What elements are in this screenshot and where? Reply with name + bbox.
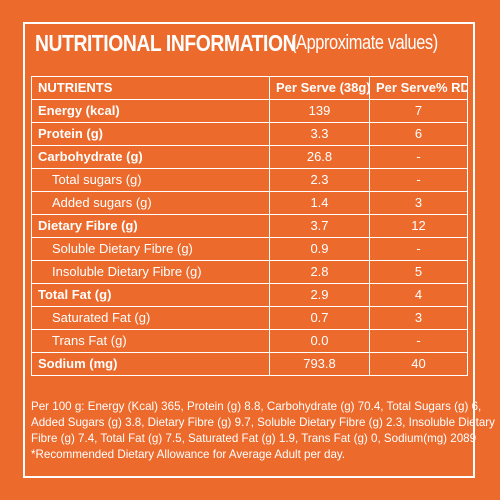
table-row: Soluble Dietary Fibre (g) 0.9- — [31, 237, 468, 261]
header-rda: Per Serve% RDA* — [369, 76, 468, 100]
title-main: NUTRITIONAL INFORMATION — [35, 30, 297, 56]
footnote-line: Added Sugars (g) 3.8, Dietary Fibre (g) … — [31, 416, 495, 429]
footnote-line: Per 100 g: Energy (Kcal) 365, Protein (g… — [31, 400, 482, 413]
rda-value: 6 — [369, 122, 468, 146]
nutrition-table: NUTRIENTS Per Serve (38g) Per Serve% RDA… — [31, 76, 468, 376]
table-row: Trans Fat (g) 0.0- — [31, 329, 468, 353]
rda-value: 7 — [369, 99, 468, 123]
per-serve-value: 0.7 — [269, 306, 370, 330]
title-subtitle: (Approximate values) — [291, 32, 438, 54]
per-serve-value: 0.0 — [269, 329, 370, 353]
per-serve-value: 139 — [269, 99, 370, 123]
rda-value: - — [369, 237, 468, 261]
table-row: Total sugars (g) 2.3- — [31, 168, 468, 192]
nutrient-name: Trans Fat (g) — [31, 329, 270, 353]
table-row: Protein (g) 3.3 6 — [31, 122, 468, 146]
footnote: Per 100 g: Energy (Kcal) 365, Protein (g… — [31, 399, 495, 463]
rda-value: 3 — [369, 191, 468, 215]
rda-value: - — [369, 145, 468, 169]
per-serve-value: 2.3 — [269, 168, 370, 192]
per-serve-value: 2.9 — [269, 283, 370, 307]
per-serve-value: 3.3 — [269, 122, 370, 146]
table-row: Carbohydrate (g) 26.8- — [31, 145, 468, 169]
table-row: Dietary Fibre (g) 3.7 12 — [31, 214, 468, 238]
per-serve-value: 2.8 — [269, 260, 370, 284]
rda-value: 40 — [369, 352, 468, 376]
rda-value: 4 — [369, 283, 468, 307]
nutrient-name: Dietary Fibre (g) — [31, 214, 270, 238]
nutrient-name: Insoluble Dietary Fibre (g) — [31, 260, 270, 284]
footnote-rda-note: *Recommended Dietary Allowance for Avera… — [31, 448, 346, 461]
nutrient-name: Carbohydrate (g) — [31, 145, 270, 169]
nutrient-name: Saturated Fat (g) — [31, 306, 270, 330]
footnote-line: Fibre (g) 7.4, Total Fat (g) 7.5, Satura… — [31, 432, 477, 445]
per-serve-value: 3.7 — [269, 214, 370, 238]
nutrient-name: Total Fat (g) — [31, 283, 270, 307]
nutrient-name: Sodium (mg) — [31, 352, 270, 376]
nutrient-name: Energy (kcal) — [31, 99, 270, 123]
header-per-serve: Per Serve (38g) — [269, 76, 370, 100]
table-row: Added sugars (g) 1.4 3 — [31, 191, 468, 215]
table-row: Energy (kcal) 139 7 — [31, 99, 468, 123]
table-row: Sodium (mg) 793.8 40 — [31, 352, 468, 376]
rda-value: 3 — [369, 306, 468, 330]
header-nutrients: NUTRIENTS — [31, 76, 270, 100]
rda-value: 12 — [369, 214, 468, 238]
nutrient-name: Soluble Dietary Fibre (g) — [31, 237, 270, 261]
per-serve-value: 793.8 — [269, 352, 370, 376]
nutrient-name: Total sugars (g) — [31, 168, 270, 192]
table-row: Insoluble Dietary Fibre (g) 2.8 5 — [31, 260, 468, 284]
table-header-row: NUTRIENTS Per Serve (38g) Per Serve% RDA… — [31, 76, 468, 100]
table-row: Saturated Fat (g) 0.7 3 — [31, 306, 468, 330]
rda-value: - — [369, 329, 468, 353]
panel-title: NUTRITIONAL INFORMATION (Approximate val… — [35, 30, 438, 57]
nutrient-name: Added sugars (g) — [31, 191, 270, 215]
per-serve-value: 0.9 — [269, 237, 370, 261]
rda-value: - — [369, 168, 468, 192]
rda-value: 5 — [369, 260, 468, 284]
nutrient-name: Protein (g) — [31, 122, 270, 146]
nutrition-panel: NUTRITIONAL INFORMATION (Approximate val… — [23, 22, 495, 478]
per-serve-value: 1.4 — [269, 191, 370, 215]
per-serve-value: 26.8 — [269, 145, 370, 169]
table-row: Total Fat (g) 2.9 4 — [31, 283, 468, 307]
